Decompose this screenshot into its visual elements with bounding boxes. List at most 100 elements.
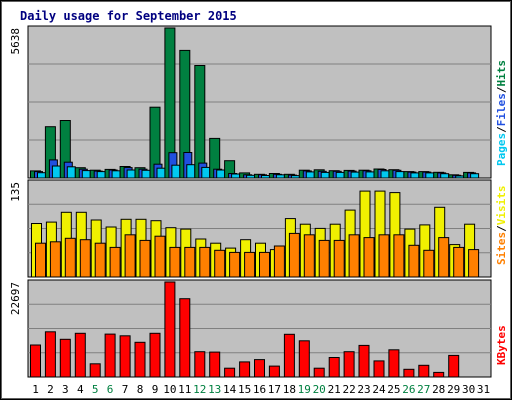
bar-sites-day-14 — [229, 251, 241, 278]
chart-title: Daily usage for September 2015 — [20, 9, 237, 23]
legend-item-visits: Visits — [495, 186, 508, 226]
bar-kbytes-day-18 — [283, 333, 295, 378]
bar-pages-day-18 — [290, 175, 300, 179]
bar-pages-day-26 — [410, 172, 420, 179]
bar-kbytes-day-11 — [179, 298, 191, 378]
bar-kbytes-day-29 — [448, 354, 460, 378]
bar-pages-day-6 — [111, 170, 121, 179]
bar-pages-day-16 — [261, 175, 270, 179]
ymax-label-kbytes: 22697 — [9, 282, 22, 315]
x-tick-24: 24 — [372, 383, 386, 396]
bar-kbytes-day-24 — [373, 360, 385, 378]
bar-sites-day-30 — [468, 249, 480, 278]
x-tick-5: 5 — [92, 383, 99, 396]
bar-sites-day-18 — [288, 232, 300, 278]
bar-kbytes-day-2 — [44, 331, 56, 378]
legend-visits-sites: Sites/Visits — [495, 186, 508, 266]
legend-item-files: Files — [495, 93, 508, 126]
bar-sites-day-25 — [393, 234, 405, 278]
bar-sites-day-8 — [139, 239, 151, 278]
bar-kbytes-day-6 — [104, 333, 116, 378]
x-tick-23: 23 — [357, 383, 370, 396]
bar-pages-day-27 — [425, 172, 435, 179]
x-tick-11: 11 — [178, 383, 191, 396]
x-tick-30: 30 — [462, 383, 475, 396]
bar-pages-day-23 — [365, 171, 375, 179]
bar-kbytes-day-21 — [328, 357, 340, 378]
bar-sites-day-22 — [348, 234, 360, 278]
x-tick-13: 13 — [208, 383, 221, 396]
bar-pages-day-24 — [380, 170, 390, 179]
bar-kbytes-day-27 — [418, 364, 430, 378]
bar-pages-day-25 — [395, 171, 405, 179]
bar-kbytes-day-9 — [149, 332, 161, 378]
x-tick-20: 20 — [313, 383, 326, 396]
bar-sites-day-24 — [378, 234, 390, 278]
legend-separator: / — [495, 225, 508, 232]
bar-kbytes-day-25 — [388, 349, 400, 378]
bar-pages-day-19 — [305, 171, 315, 179]
x-tick-6: 6 — [107, 383, 114, 396]
bar-sites-day-2 — [49, 241, 61, 278]
bar-pages-day-7 — [126, 169, 136, 179]
bar-sites-day-6 — [109, 246, 121, 278]
bar-pages-day-8 — [141, 169, 151, 179]
bar-sites-day-9 — [154, 235, 166, 278]
bar-sites-day-13 — [214, 249, 226, 278]
x-tick-22: 22 — [342, 383, 355, 396]
x-tick-31: 31 — [477, 383, 490, 396]
legend-item-hits: Hits — [495, 60, 508, 87]
x-tick-26: 26 — [402, 383, 415, 396]
legend-item-kbytes: KBytes — [495, 325, 508, 365]
bar-pages-day-5 — [96, 171, 106, 179]
bar-kbytes-day-17 — [268, 365, 280, 378]
bar-pages-day-2 — [51, 165, 61, 179]
bar-kbytes-day-13 — [209, 351, 221, 378]
x-tick-3: 3 — [62, 383, 69, 396]
bar-kbytes-day-19 — [298, 340, 310, 378]
x-tick-1: 1 — [32, 383, 39, 396]
x-tick-10: 10 — [163, 383, 176, 396]
bar-sites-day-5 — [94, 242, 106, 278]
x-tick-19: 19 — [298, 383, 311, 396]
bar-sites-day-26 — [408, 244, 420, 278]
x-tick-29: 29 — [447, 383, 460, 396]
bar-sites-day-29 — [453, 246, 465, 278]
bar-sites-day-27 — [423, 249, 435, 278]
bar-kbytes-day-28 — [433, 371, 445, 378]
bar-sites-day-4 — [79, 239, 91, 278]
bar-kbytes-day-3 — [59, 338, 71, 378]
bar-pages-day-22 — [350, 171, 360, 179]
bar-sites-day-15 — [244, 251, 256, 278]
bar-pages-day-12 — [201, 166, 211, 179]
bar-kbytes-day-16 — [254, 359, 265, 378]
x-tick-21: 21 — [328, 383, 341, 396]
bar-kbytes-day-1 — [30, 344, 41, 378]
bar-pages-day-1 — [37, 172, 46, 179]
x-tick-28: 28 — [432, 383, 445, 396]
bar-hits-day-12 — [194, 65, 206, 179]
bar-kbytes-day-7 — [119, 335, 131, 378]
x-tick-7: 7 — [122, 383, 129, 396]
bar-pages-day-10 — [171, 164, 181, 179]
bar-pages-day-15 — [246, 174, 256, 179]
bar-kbytes-day-26 — [403, 368, 415, 378]
bar-kbytes-day-8 — [134, 341, 146, 378]
bar-sites-day-20 — [318, 239, 330, 278]
bar-pages-day-30 — [470, 173, 480, 179]
bar-sites-day-28 — [438, 237, 450, 278]
bar-sites-day-3 — [64, 237, 76, 278]
bar-pages-day-21 — [335, 171, 345, 179]
x-tick-8: 8 — [137, 383, 144, 396]
bar-kbytes-day-4 — [74, 332, 86, 378]
bar-kbytes-day-5 — [89, 363, 101, 378]
legend-separator: / — [495, 126, 508, 133]
bar-sites-day-10 — [169, 246, 181, 278]
x-tick-17: 17 — [268, 383, 281, 396]
bar-pages-day-29 — [455, 175, 465, 179]
bar-sites-day-12 — [199, 246, 211, 278]
legend-separator: / — [495, 86, 508, 93]
